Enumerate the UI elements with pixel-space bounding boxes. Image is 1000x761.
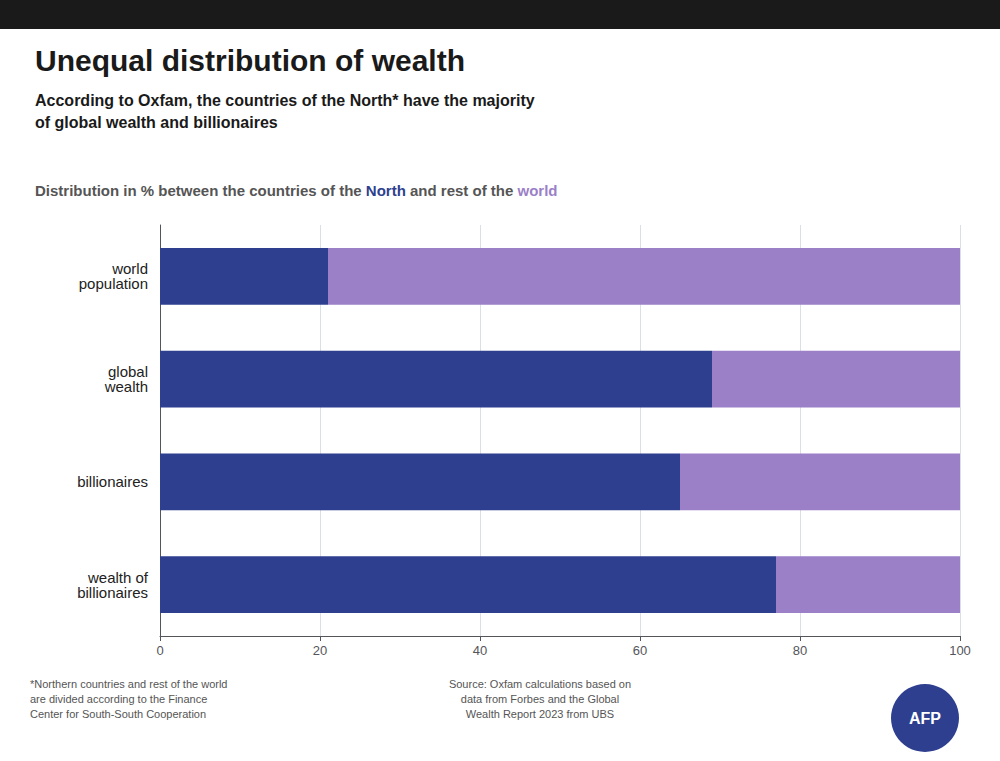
svg-text:and rest of the: and rest of the [406, 182, 518, 199]
svg-text:Unequal distribution of wealth: Unequal distribution of wealth [35, 44, 465, 77]
svg-text:40: 40 [473, 643, 487, 658]
svg-text:100: 100 [949, 643, 971, 658]
svg-text:data from Forbes and the Globa: data from Forbes and the Global [461, 693, 619, 705]
svg-text:are divided according to the F: are divided according to the Finance [30, 693, 207, 705]
svg-text:According to Oxfam, the countr: According to Oxfam, the countries of the… [35, 92, 535, 109]
svg-text:60: 60 [633, 643, 647, 658]
svg-text:Source: Oxfam calculations bas: Source: Oxfam calculations based on [449, 678, 631, 690]
svg-text:Center for South-South Coopera: Center for South-South Cooperation [30, 708, 206, 720]
svg-text:global: global [108, 363, 148, 381]
svg-text:North: North [366, 182, 406, 199]
svg-text:of global wealth and billionai: of global wealth and billionaires [35, 114, 278, 131]
svg-text:*Northern countries and rest o: *Northern countries and rest of the worl… [30, 678, 228, 690]
svg-text:billionaires: billionaires [77, 473, 148, 490]
svg-text:wealth of: wealth of [88, 568, 148, 586]
svg-text:world: world [112, 260, 148, 278]
svg-text:Wealth Report 2023 from UBS: Wealth Report 2023 from UBS [466, 708, 614, 720]
svg-text:wealth: wealth [104, 378, 148, 395]
svg-text:billionaires: billionaires [77, 584, 148, 601]
svg-text:80: 80 [793, 643, 807, 658]
svg-text:20: 20 [313, 643, 327, 658]
svg-text:population: population [79, 275, 148, 292]
svg-text:AFP: AFP [909, 710, 941, 727]
svg-text:world: world [517, 182, 558, 199]
svg-text:Distribution in % between the: Distribution in % between the countries … [35, 182, 366, 199]
svg-text:0: 0 [156, 643, 163, 658]
